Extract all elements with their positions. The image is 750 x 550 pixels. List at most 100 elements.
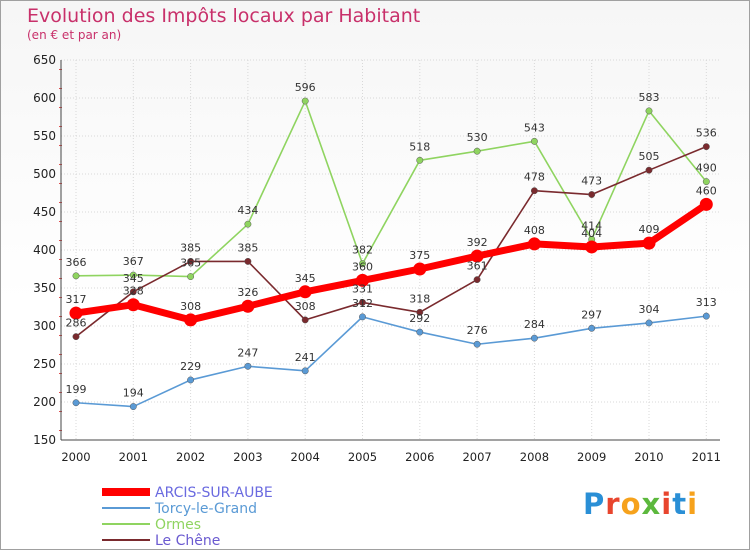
data-label: 543: [524, 121, 545, 134]
data-label: 414: [581, 219, 602, 232]
data-label: 247: [237, 346, 258, 359]
data-label: 583: [639, 91, 660, 104]
data-point: [301, 97, 309, 105]
data-point: [126, 298, 140, 312]
x-tick-label: 2009: [577, 450, 606, 464]
y-tick-label: 450: [33, 205, 56, 219]
legend-label: Le Chêne: [155, 533, 220, 549]
data-point: [129, 288, 137, 296]
data-point: [241, 299, 255, 313]
data-point: [702, 143, 710, 151]
data-point: [702, 312, 710, 320]
y-tick-label: 400: [33, 243, 56, 257]
data-label: 404: [581, 227, 602, 240]
data-point: [527, 237, 541, 251]
data-point: [473, 340, 481, 348]
data-point: [470, 249, 484, 263]
data-label: 308: [295, 300, 316, 313]
data-point: [69, 306, 83, 320]
data-point: [244, 220, 252, 228]
data-label: 297: [581, 308, 602, 321]
series-line-2: [75, 100, 708, 278]
legend-label: Ormes: [155, 517, 201, 533]
data-point: [244, 362, 252, 370]
data-point: [184, 313, 198, 327]
series-line-0: [72, 200, 710, 324]
data-point: [645, 319, 653, 327]
data-point: [187, 273, 195, 281]
data-label: 229: [180, 360, 201, 373]
x-tick-label: 2007: [462, 450, 491, 464]
data-point: [298, 285, 312, 299]
x-tick-label: 2006: [405, 450, 434, 464]
x-tick-label: 2011: [692, 450, 721, 464]
data-point: [244, 257, 252, 265]
data-label: 326: [237, 286, 258, 299]
data-label: 286: [66, 317, 87, 330]
data-label: 313: [696, 296, 717, 309]
y-tick-label: 300: [33, 319, 56, 333]
series-line-3: [75, 145, 708, 338]
data-point: [72, 272, 80, 280]
data-point: [413, 262, 427, 276]
data-point: [642, 236, 656, 250]
data-point: [588, 191, 596, 198]
x-tick-label: 2008: [520, 450, 549, 464]
data-point: [72, 333, 80, 341]
data-label: 312: [352, 297, 373, 310]
chart-subtitle: (en € et par an): [27, 28, 122, 42]
x-tick-label: 2003: [233, 450, 262, 464]
data-label: 308: [180, 300, 201, 313]
data-label: 505: [639, 150, 660, 163]
y-tick-label: 250: [33, 357, 56, 371]
data-point: [702, 178, 710, 186]
y-tick-label: 650: [33, 53, 56, 67]
data-label: 328: [123, 285, 144, 298]
data-point: [645, 107, 653, 115]
data-point: [473, 147, 481, 155]
data-point: [72, 399, 80, 407]
data-label: 345: [123, 272, 144, 285]
data-label: 518: [409, 140, 430, 153]
data-point: [416, 308, 424, 316]
data-label: 361: [467, 260, 488, 273]
data-point: [359, 260, 366, 268]
data-label: 385: [180, 241, 201, 254]
data-label: 490: [696, 162, 717, 175]
data-label: 276: [467, 324, 488, 337]
data-point: [588, 324, 596, 332]
data-point: [585, 240, 599, 254]
legend-label: ARCIS-SUR-AUBE: [155, 485, 273, 501]
data-point: [301, 367, 309, 375]
x-tick-label: 2005: [348, 450, 377, 464]
x-tick-label: 2010: [634, 450, 663, 464]
data-label: 367: [123, 255, 144, 268]
series-line-1: [75, 315, 708, 408]
proxiti-logo: Proxiti: [583, 487, 699, 521]
data-label: 199: [66, 383, 87, 396]
y-tick-label: 150: [33, 433, 56, 447]
data-label: 536: [696, 127, 717, 140]
data-label: 385: [237, 241, 258, 254]
legend-label: Torcy-le-Grand: [154, 501, 257, 517]
data-label: 408: [524, 224, 545, 237]
data-label: 596: [295, 81, 316, 94]
data-label: 292: [409, 312, 430, 325]
data-point: [356, 273, 369, 287]
x-tick-label: 2002: [176, 450, 205, 464]
data-label: 284: [524, 318, 545, 331]
data-label: 460: [696, 184, 717, 197]
data-point: [129, 403, 137, 411]
data-point: [129, 271, 137, 279]
data-point: [416, 156, 424, 164]
x-tick-label: 2000: [61, 450, 90, 464]
data-point: [301, 316, 309, 324]
data-label: 409: [639, 223, 660, 236]
data-label: 382: [352, 244, 373, 257]
y-tick-label: 500: [33, 167, 56, 181]
x-tick-label: 2004: [291, 450, 320, 464]
data-label: 194: [123, 387, 144, 400]
x-tick-label: 2001: [119, 450, 148, 464]
data-point: [359, 313, 366, 321]
